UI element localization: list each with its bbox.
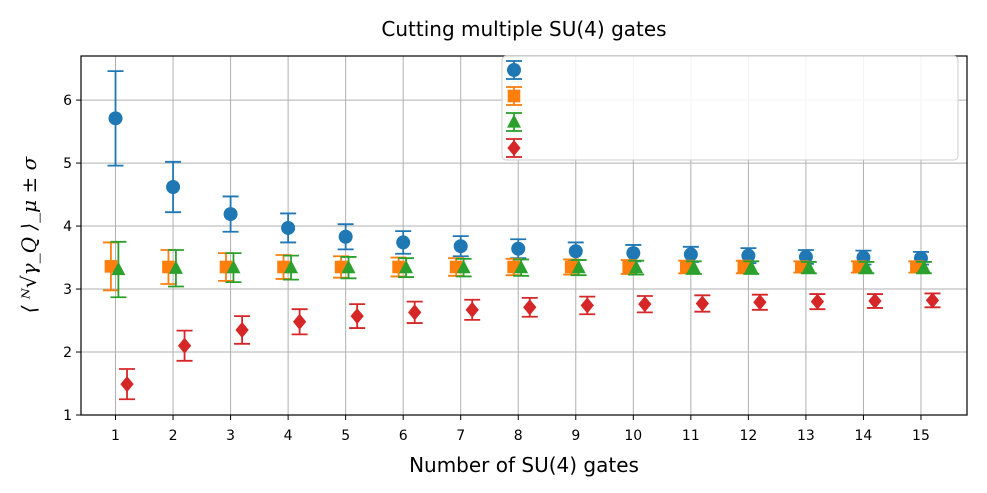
data-point xyxy=(226,259,241,274)
legend-box xyxy=(501,55,959,161)
x-tick-label: 5 xyxy=(341,428,350,444)
y-tick-label: 2 xyxy=(63,345,72,361)
x-tick-label: 4 xyxy=(284,428,293,444)
data-point xyxy=(868,292,882,310)
data-point xyxy=(916,259,931,274)
data-point xyxy=(166,180,181,195)
series-triangle xyxy=(110,240,932,299)
data-point xyxy=(925,292,940,309)
data-point xyxy=(629,259,644,274)
data-point xyxy=(638,296,652,313)
data-point xyxy=(801,259,816,274)
data-point xyxy=(465,301,479,318)
y-tick-label: 5 xyxy=(63,156,72,172)
legend-entry-circle xyxy=(506,60,522,80)
x-tick-label: 2 xyxy=(169,428,178,444)
legend-marker xyxy=(507,139,521,157)
data-point xyxy=(223,207,238,222)
x-tick-label: 12 xyxy=(739,428,757,444)
y-axis-label: ⟨ ᴺ√γ_Q ⟩_μ ± σ xyxy=(17,155,41,313)
data-point xyxy=(514,259,529,274)
x-tick-label: 11 xyxy=(682,428,700,444)
legend xyxy=(501,55,959,161)
x-tick-label: 13 xyxy=(797,428,815,444)
x-tick-label: 9 xyxy=(571,428,580,444)
x-tick-label: 14 xyxy=(855,428,873,444)
x-tick-label: 10 xyxy=(624,428,642,444)
data-point xyxy=(350,308,364,325)
x-tick-label: 1 xyxy=(111,428,120,444)
y-tick-label: 6 xyxy=(63,93,72,109)
data-point xyxy=(338,229,353,244)
data-point xyxy=(108,111,123,126)
legend-marker xyxy=(507,114,521,128)
legend-marker xyxy=(507,63,521,77)
y-tick-label: 3 xyxy=(63,282,72,298)
data-point xyxy=(523,299,537,316)
data-point xyxy=(177,337,192,354)
data-point xyxy=(744,259,759,274)
data-point xyxy=(283,259,298,274)
y-tick-label: 4 xyxy=(63,219,72,235)
y-tick-label: 1 xyxy=(63,408,72,424)
data-series xyxy=(102,70,941,401)
data-point xyxy=(683,247,698,262)
data-point xyxy=(686,259,701,274)
x-tick-label: 7 xyxy=(456,428,465,444)
data-point xyxy=(798,249,813,264)
data-point xyxy=(111,261,126,276)
data-point xyxy=(104,260,118,273)
data-point xyxy=(695,295,710,312)
x-tick-label: 6 xyxy=(399,428,408,444)
legend-entry-diamond xyxy=(506,138,522,158)
data-point xyxy=(626,246,641,261)
x-tick-label: 8 xyxy=(514,428,523,444)
data-point xyxy=(453,239,468,254)
data-point xyxy=(281,220,296,235)
x-tick-label: 15 xyxy=(912,428,930,444)
data-point xyxy=(292,313,307,330)
legend-marker xyxy=(507,89,521,103)
data-point xyxy=(568,244,583,259)
legend-entry-square xyxy=(506,86,522,106)
data-point xyxy=(741,248,756,263)
data-point xyxy=(571,259,586,274)
x-axis-label: Number of SU(4) gates xyxy=(409,453,639,477)
data-point xyxy=(408,304,422,321)
data-point xyxy=(235,321,249,339)
data-point xyxy=(810,293,825,310)
chart-title: Cutting multiple SU(4) gates xyxy=(381,17,666,41)
data-point xyxy=(753,294,767,311)
x-tick-label: 3 xyxy=(226,428,235,444)
data-point xyxy=(396,235,411,250)
data-point xyxy=(456,259,471,274)
legend-entry-triangle xyxy=(506,112,522,132)
data-point xyxy=(859,259,874,274)
data-point xyxy=(120,376,134,393)
data-point xyxy=(399,259,414,274)
data-point xyxy=(168,260,183,274)
data-point xyxy=(580,297,594,314)
data-point xyxy=(511,241,526,256)
series-diamond xyxy=(119,292,941,401)
data-point xyxy=(341,259,356,274)
